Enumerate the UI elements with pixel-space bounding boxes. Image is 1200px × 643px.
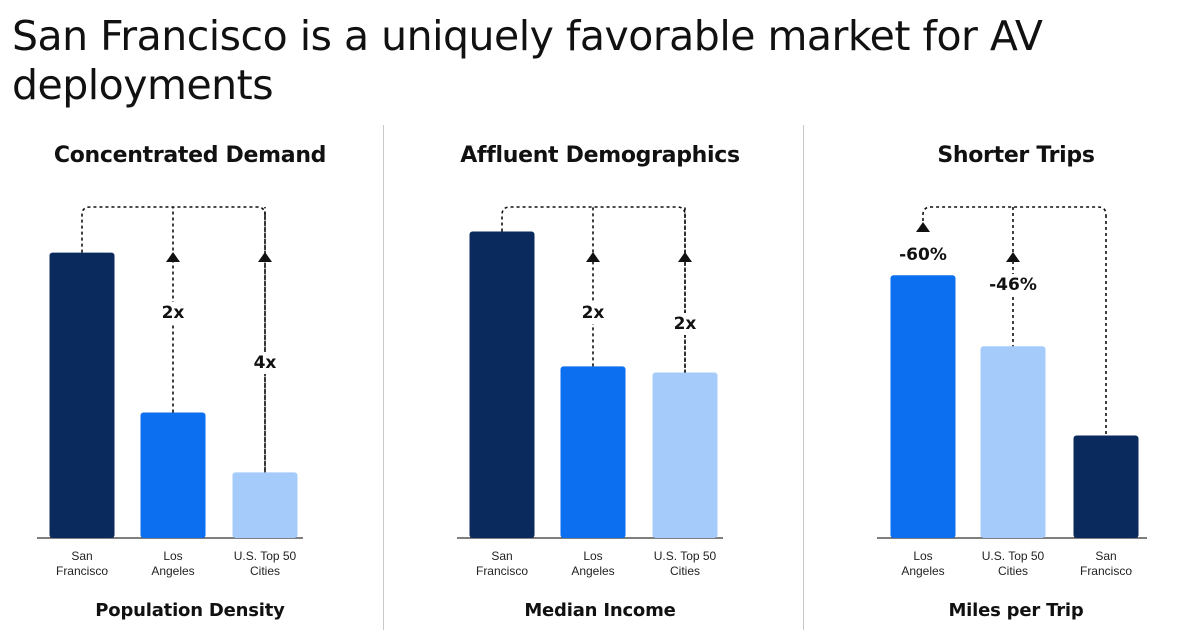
annotation-label: 2x: [674, 314, 697, 334]
chart-panel-affluent-demographics: Affluent Demographics Median Income: [410, 0, 790, 643]
category-label: Angeles: [901, 564, 944, 578]
category-label: Los: [583, 549, 602, 563]
bar: [232, 472, 298, 538]
x-axis-title: Population Density: [95, 600, 285, 621]
bar: [1073, 435, 1139, 538]
category-label: U.S. Top 50: [654, 549, 717, 563]
category-label: Los: [913, 549, 932, 563]
chart-panel-shorter-trips: Shorter Trips Miles per Trip: [826, 0, 1200, 643]
bar: [560, 366, 626, 538]
annotation-label: 2x: [582, 303, 605, 323]
category-label: Cities: [670, 564, 700, 578]
annotation-label: 2x: [162, 303, 185, 323]
bracket-connector: [922, 206, 1107, 221]
x-axis-title: Miles per Trip: [948, 600, 1084, 621]
category-label: U.S. Top 50: [982, 549, 1045, 563]
bar: [140, 412, 206, 538]
page-title: San Francisco is a uniquely favorable ma…: [12, 12, 1043, 109]
category-label: Cities: [998, 564, 1028, 578]
category-label: Francisco: [1080, 564, 1132, 578]
category-label: U.S. Top 50: [234, 549, 297, 563]
bar: [890, 275, 956, 538]
chart-title: Shorter Trips: [937, 143, 1095, 168]
annotation-label-bg: [579, 302, 607, 324]
bar: [980, 346, 1046, 538]
bar: [49, 252, 115, 539]
category-label: Angeles: [571, 564, 614, 578]
chart-title: Concentrated Demand: [53, 143, 327, 168]
bracket-connector: [81, 206, 266, 253]
chart-title: Affluent Demographics: [460, 143, 740, 168]
arrow-up-icon: [166, 252, 180, 262]
annotation-label-bg: [987, 274, 1039, 296]
annotation-label: -46%: [989, 275, 1037, 295]
category-label: Cities: [250, 564, 280, 578]
bracket-connector: [501, 206, 686, 232]
category-label: Francisco: [476, 564, 528, 578]
bar: [652, 372, 718, 538]
annotation-label: 4x: [254, 353, 277, 373]
arrow-up-icon: [916, 222, 930, 232]
arrow-up-icon: [586, 252, 600, 262]
annotation-label-bg: [897, 244, 949, 266]
bar: [469, 231, 535, 538]
x-axis-title: Median Income: [524, 600, 676, 621]
annotation-label-bg: [251, 352, 279, 374]
annotation-label-bg: [159, 302, 187, 324]
category-label: Francisco: [56, 564, 108, 578]
category-label: Los: [163, 549, 182, 563]
chart-panel-concentrated-demand: Concentrated Demand Population Density: [0, 0, 380, 643]
annotation-label: -60%: [899, 245, 947, 265]
category-label: San: [71, 549, 92, 563]
arrow-up-icon: [1006, 252, 1020, 262]
panel-divider: [803, 125, 804, 630]
annotation-label-bg: [671, 313, 699, 335]
category-label: Angeles: [151, 564, 194, 578]
category-label: San: [491, 549, 512, 563]
panel-divider: [383, 125, 384, 630]
category-label: San: [1095, 549, 1116, 563]
